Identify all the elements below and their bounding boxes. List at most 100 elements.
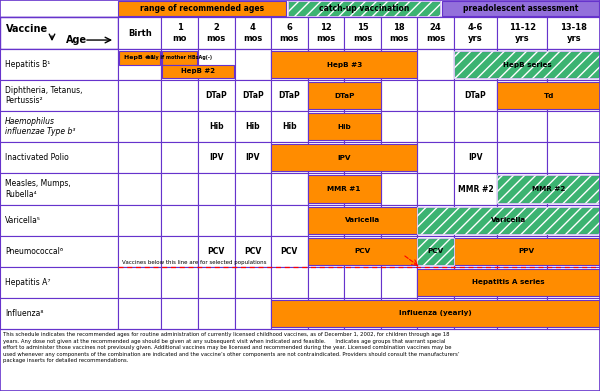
Text: Hib: Hib xyxy=(245,122,260,131)
Bar xyxy=(0,174,118,204)
Bar xyxy=(381,49,417,80)
Text: Hib: Hib xyxy=(209,122,224,131)
Bar xyxy=(198,298,235,329)
Bar xyxy=(198,204,235,236)
Bar xyxy=(344,49,381,80)
Text: 6
mos: 6 mos xyxy=(280,23,299,43)
Bar xyxy=(271,142,308,174)
Bar xyxy=(198,80,235,111)
Bar xyxy=(0,49,118,80)
Bar xyxy=(497,176,600,203)
Bar xyxy=(118,17,161,49)
Text: Haemophilus
influenzae Type b³: Haemophilus influenzae Type b³ xyxy=(5,117,76,136)
Text: Vaccines below this line are for selected populations: Vaccines below this line are for selecte… xyxy=(122,260,266,265)
Bar xyxy=(198,111,235,142)
Text: 2
mos: 2 mos xyxy=(206,23,226,43)
Bar xyxy=(308,174,344,204)
Bar xyxy=(344,236,381,267)
Bar xyxy=(0,204,118,236)
Text: DTaP: DTaP xyxy=(278,91,300,100)
Bar xyxy=(161,298,198,329)
Bar xyxy=(161,142,198,174)
Text: Measles, Mumps,
Rubella⁴: Measles, Mumps, Rubella⁴ xyxy=(5,179,71,199)
Text: This schedule indicates the recommended ages for routine administration of curre: This schedule indicates the recommended … xyxy=(3,332,460,363)
Bar xyxy=(497,174,547,204)
Bar xyxy=(235,236,271,267)
Bar xyxy=(454,142,497,174)
Text: Hib: Hib xyxy=(282,122,296,131)
Bar xyxy=(417,236,454,267)
Text: range of recommended ages: range of recommended ages xyxy=(140,4,264,13)
Bar xyxy=(417,142,454,174)
Bar xyxy=(271,80,308,111)
Bar xyxy=(198,17,235,49)
Text: Varicella: Varicella xyxy=(491,217,526,223)
Text: DTaP: DTaP xyxy=(334,93,355,99)
Text: 24
mos: 24 mos xyxy=(426,23,445,43)
Text: 11-12
yrs: 11-12 yrs xyxy=(509,23,536,43)
Bar xyxy=(344,80,381,111)
Bar xyxy=(235,298,271,329)
Bar xyxy=(547,17,600,49)
Bar xyxy=(235,80,271,111)
Bar xyxy=(271,267,308,298)
Bar xyxy=(454,236,497,267)
Bar xyxy=(381,80,417,111)
Bar xyxy=(271,300,600,327)
Bar xyxy=(442,1,599,16)
Bar xyxy=(344,204,381,236)
Text: PCV: PCV xyxy=(244,247,262,256)
Bar xyxy=(308,113,381,140)
Bar xyxy=(198,49,235,80)
Bar xyxy=(308,206,417,234)
Bar xyxy=(308,49,344,80)
Bar xyxy=(497,142,547,174)
Text: Td: Td xyxy=(544,93,554,99)
Bar xyxy=(0,267,118,298)
Bar xyxy=(454,80,497,111)
Bar xyxy=(271,174,308,204)
Text: 4
mos: 4 mos xyxy=(243,23,262,43)
Bar xyxy=(271,17,308,49)
Bar xyxy=(454,49,497,80)
Bar xyxy=(417,49,454,80)
Bar xyxy=(0,17,600,49)
Text: HepB #2: HepB #2 xyxy=(181,68,215,74)
Bar xyxy=(417,80,454,111)
Bar xyxy=(308,236,344,267)
Text: HepB series: HepB series xyxy=(503,61,551,68)
Text: 18
mos: 18 mos xyxy=(389,23,409,43)
Bar xyxy=(497,49,547,329)
Bar xyxy=(454,298,497,329)
Bar xyxy=(497,236,547,267)
Bar xyxy=(0,298,118,329)
Text: MMR #2: MMR #2 xyxy=(458,185,493,194)
Text: Hepatitis A series: Hepatitis A series xyxy=(472,279,545,285)
Text: DTaP: DTaP xyxy=(464,91,487,100)
Text: catch-up vaccination: catch-up vaccination xyxy=(319,4,409,13)
Bar xyxy=(235,111,271,142)
Bar xyxy=(0,17,118,49)
Bar xyxy=(308,204,344,236)
Bar xyxy=(381,236,417,267)
Bar xyxy=(497,49,547,80)
Text: Birth: Birth xyxy=(128,29,152,38)
Text: Diphtheria, Tetanus,
Pertussis²: Diphtheria, Tetanus, Pertussis² xyxy=(5,86,83,105)
Bar xyxy=(271,144,417,171)
Bar xyxy=(454,174,497,204)
Bar xyxy=(235,267,271,298)
Bar xyxy=(118,204,161,236)
Bar xyxy=(454,238,600,265)
Bar xyxy=(271,111,308,142)
Bar xyxy=(235,17,271,49)
Bar xyxy=(161,80,198,111)
Bar xyxy=(497,82,600,109)
Bar xyxy=(163,65,233,78)
Bar xyxy=(547,49,600,80)
Bar xyxy=(547,111,600,142)
Text: MMR #1: MMR #1 xyxy=(328,186,361,192)
Bar xyxy=(118,267,161,298)
Bar xyxy=(381,204,417,236)
Bar xyxy=(308,142,344,174)
Text: only if mother HBsAg(-): only if mother HBsAg(-) xyxy=(147,55,212,60)
